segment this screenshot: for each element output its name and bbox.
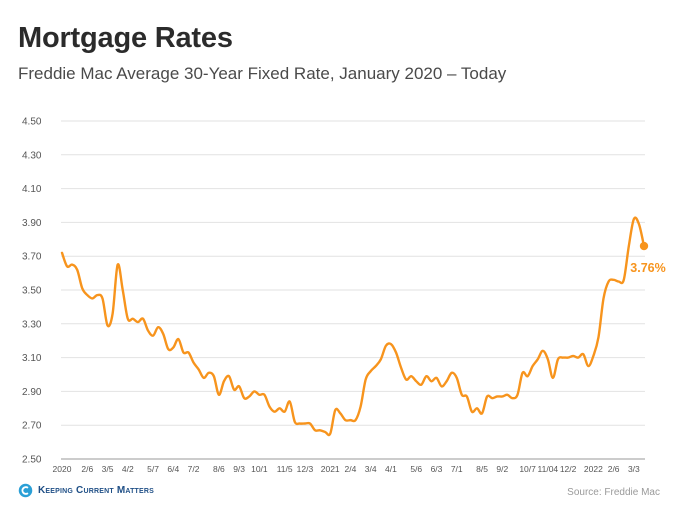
y-tick-label: 3.50: [22, 286, 42, 297]
x-tick-label: 12/2: [560, 464, 577, 474]
y-tick-label: 3.30: [22, 319, 42, 330]
x-tick-label: 2/6: [81, 464, 93, 474]
x-tick-label: 4/1: [385, 464, 397, 474]
x-tick-label: 5/6: [410, 464, 422, 474]
x-tick-label: 8/5: [476, 464, 488, 474]
grid: [61, 120, 645, 460]
x-tick-label: 6/4: [167, 464, 179, 474]
chart-title: Mortgage Rates: [18, 22, 233, 54]
rate-series-line: [60, 216, 646, 437]
x-tick-label: 9/3: [233, 464, 245, 474]
x-tick-label: 10/7: [519, 464, 536, 474]
y-tick-label: 2.50: [22, 455, 42, 466]
x-tick-label: 11/04: [538, 464, 559, 474]
x-tick-label: 3/5: [102, 464, 114, 474]
y-tick-label: 4.10: [22, 184, 42, 195]
x-tick-label: 7/1: [451, 464, 463, 474]
x-tick-label: 8/6: [213, 464, 225, 474]
x-tick-label: 2/4: [345, 464, 357, 474]
x-tick-label: 11/5: [277, 464, 293, 474]
source-note: Source: Freddie Mac: [567, 487, 660, 498]
y-tick-label: 4.30: [22, 150, 42, 161]
x-tick-label: 4/2: [122, 464, 134, 474]
x-tick-label: 6/3: [431, 464, 443, 474]
y-tick-label: 2.90: [22, 387, 42, 398]
x-tick-label: 2020: [53, 464, 72, 474]
brand-logo: Keeping Current Matters: [18, 483, 154, 498]
x-tick-label: 9/2: [496, 464, 508, 474]
x-tick-label: 12/3: [297, 464, 314, 474]
y-axis: 4.50 4.30 4.10 3.90 3.70 3.50 3.30 3.10 2.90 2.70…: [22, 117, 42, 466]
y-tick-label: 2.70: [22, 421, 42, 432]
plot-area: 3.76%: [60, 216, 666, 437]
x-tick-label: 2021: [321, 464, 340, 474]
x-tick-label: 3/4: [365, 464, 377, 474]
last-value-label: 3.76%: [630, 261, 665, 275]
x-tick-label: 3/3: [628, 464, 640, 474]
last-point-marker: [639, 241, 649, 251]
x-tick-label: 2/6: [608, 464, 620, 474]
x-tick-label: 2022: [584, 464, 603, 474]
x-tick-label: 5/7: [147, 464, 159, 474]
x-tick-label: 10/1: [251, 464, 268, 474]
chart-subtitle: Freddie Mac Average 30-Year Fixed Rate, …: [18, 64, 507, 83]
kcm-logo-icon: [18, 483, 33, 498]
y-tick-label: 4.50: [22, 117, 42, 128]
brand-name: Keeping Current Matters: [38, 485, 155, 496]
y-tick-label: 3.90: [22, 218, 42, 229]
x-tick-label: 7/2: [188, 464, 200, 474]
y-tick-label: 3.70: [22, 252, 42, 263]
y-tick-label: 3.10: [22, 353, 42, 364]
x-axis: 2020 2/6 3/5 4/2 5/7 6/4 7/2 8/6 9/3 10/1 11/5 12/3…: [53, 464, 641, 474]
